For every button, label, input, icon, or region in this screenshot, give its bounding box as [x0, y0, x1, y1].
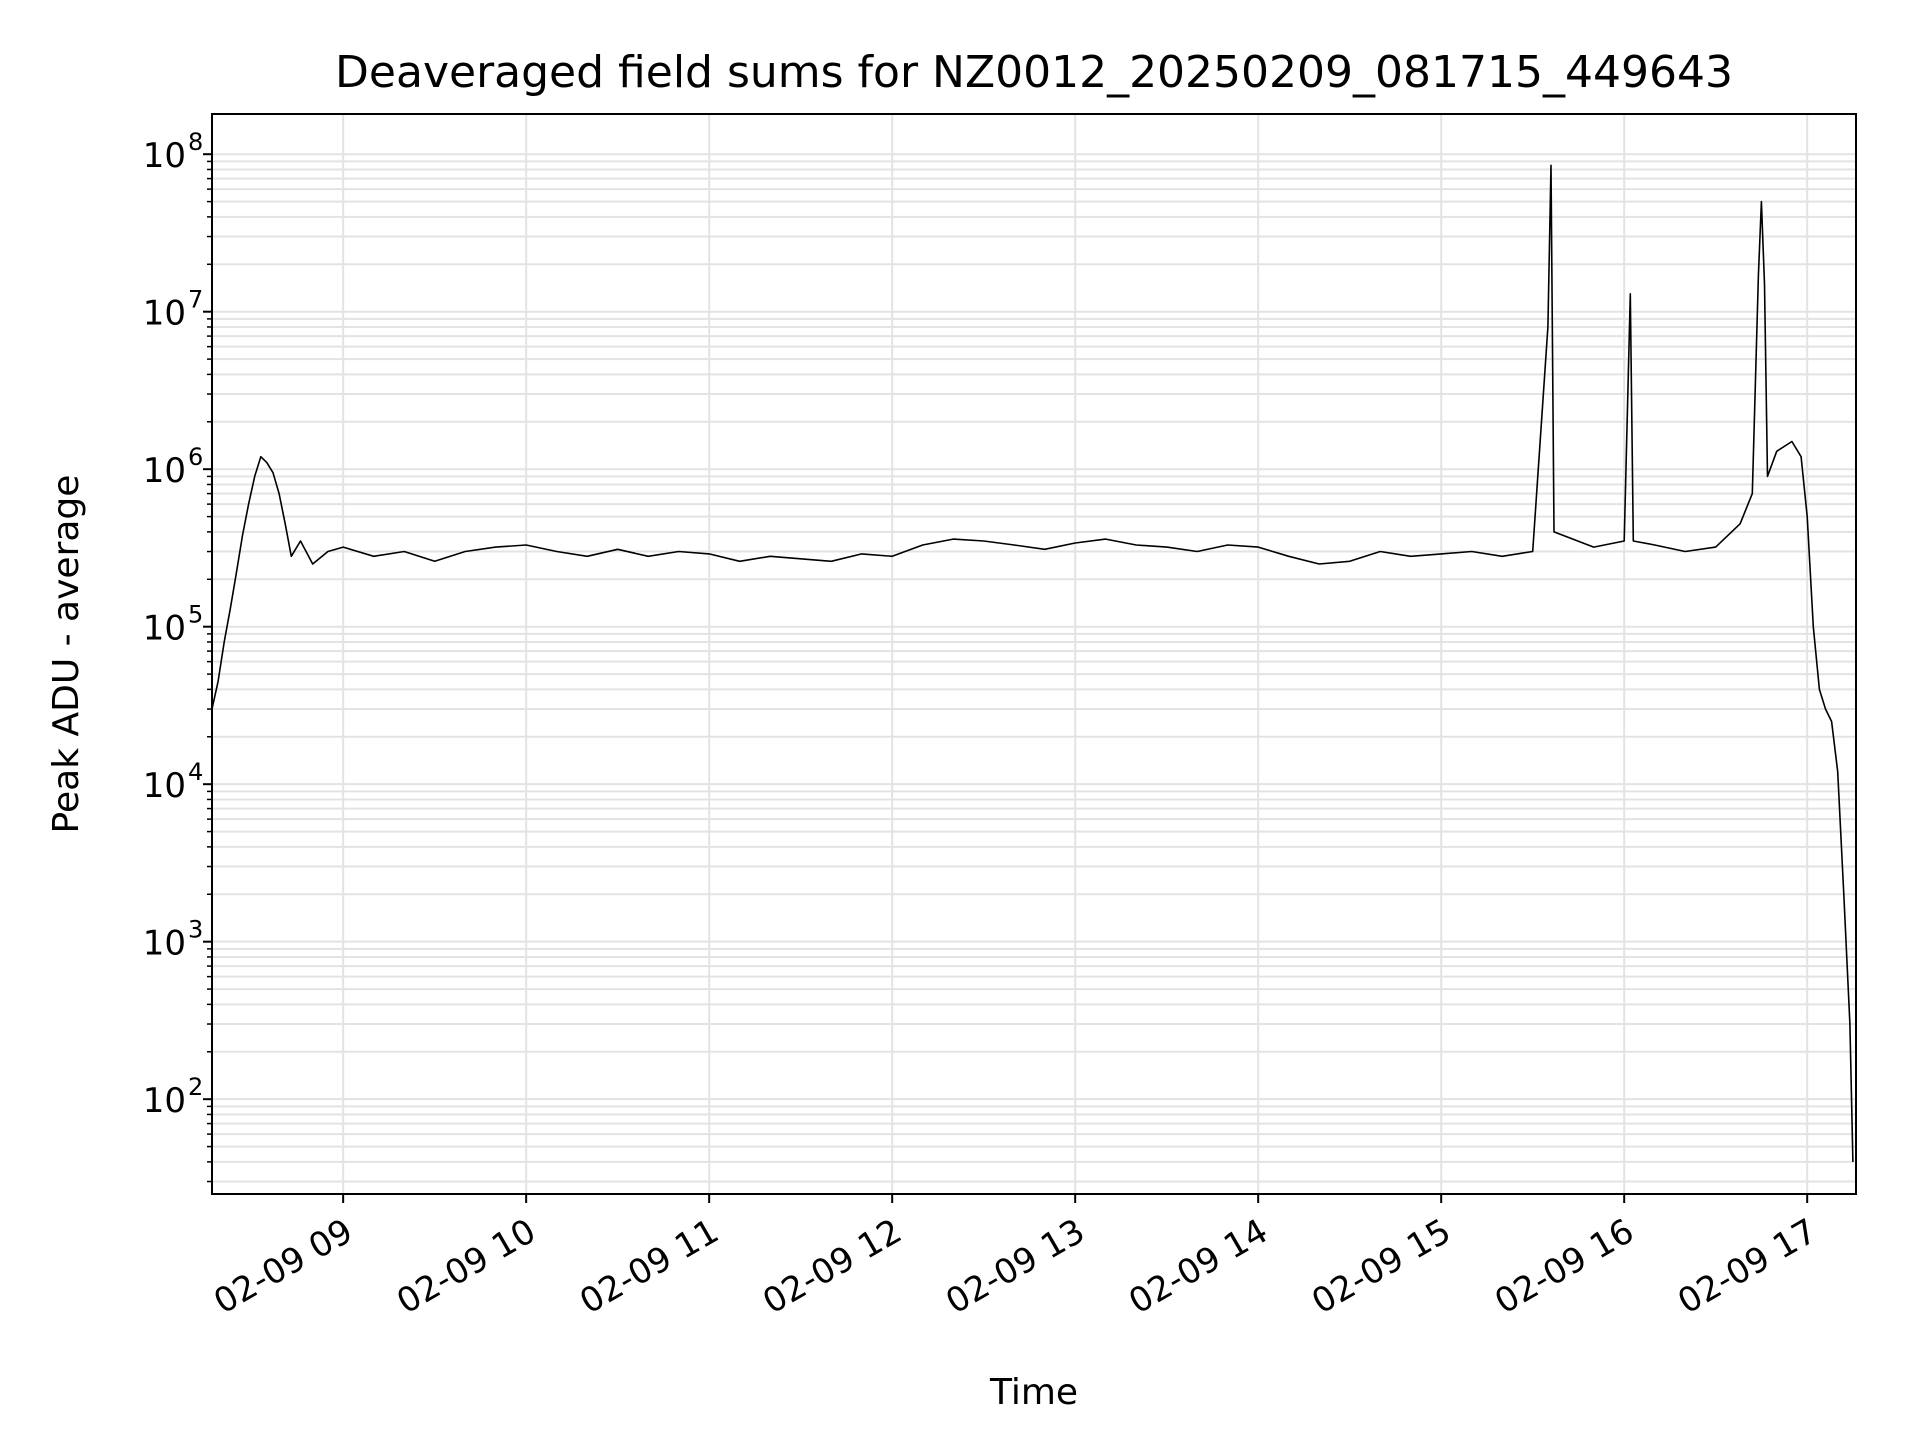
y-tick-label: 10	[143, 1081, 186, 1121]
series-line	[211, 164, 1854, 1162]
y-tick-base: 10	[143, 609, 186, 649]
data-series	[211, 164, 1854, 1162]
y-tick-exponent: 6	[188, 443, 203, 471]
y-tick-label: 10	[143, 294, 186, 334]
y-tick-label: 10	[143, 609, 186, 649]
grid	[212, 114, 1856, 1194]
y-tick-base: 10	[143, 1081, 186, 1121]
y-tick-base: 10	[143, 294, 186, 334]
y-tick-exponent: 7	[188, 286, 203, 314]
x-axis-label: Time	[989, 1372, 1078, 1413]
y-tick-exponent: 5	[188, 601, 203, 629]
chart-title: Deaveraged field sums for NZ0012_2025020…	[335, 47, 1733, 98]
y-tick-exponent: 4	[188, 758, 203, 786]
y-tick-base: 10	[143, 451, 186, 491]
y-tick-label: 10	[143, 136, 186, 176]
y-tick-label: 10	[143, 766, 186, 806]
y-tick-label: 10	[143, 451, 186, 491]
y-axis-label: Peak ADU - average	[46, 475, 87, 834]
y-tick-exponent: 3	[188, 916, 203, 944]
y-tick-base: 10	[143, 766, 186, 806]
y-tick-base: 10	[143, 136, 186, 176]
y-tick-base: 10	[143, 924, 186, 964]
y-tick-exponent: 8	[188, 128, 203, 156]
plot-frame	[211, 113, 1857, 1195]
y-tick-exponent: 2	[188, 1073, 203, 1101]
y-tick-label: 10	[143, 924, 186, 964]
